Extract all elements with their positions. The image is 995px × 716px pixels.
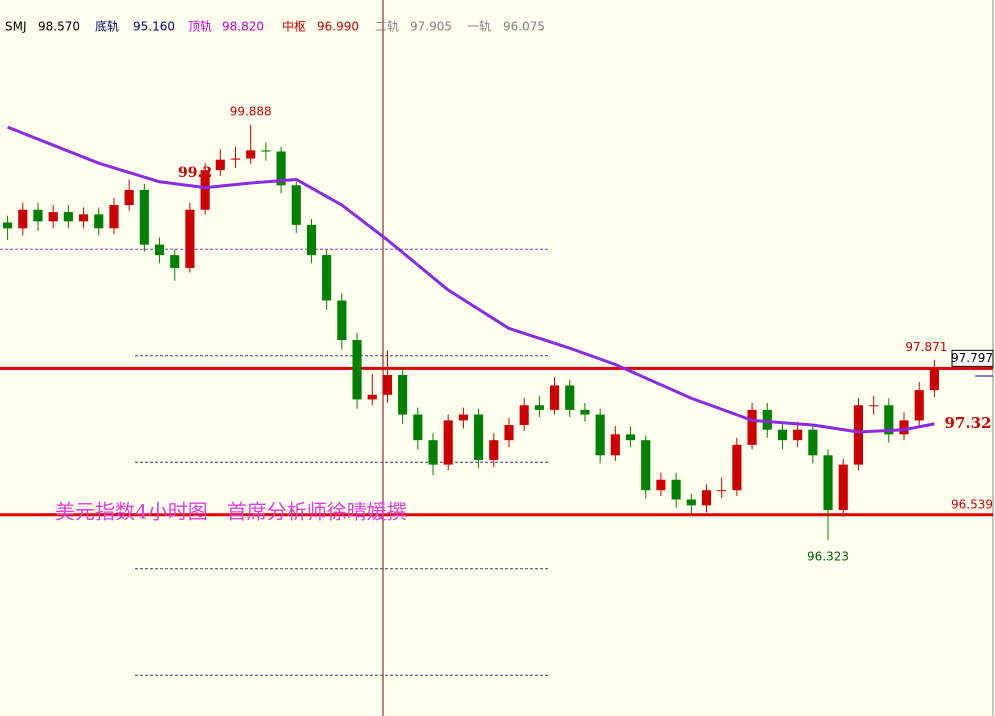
header-value: 96.990: [317, 20, 359, 34]
header-label: 二轨: [375, 20, 399, 34]
partial-label: 99.2: [178, 165, 212, 181]
header-value: 97.905: [410, 20, 452, 34]
candle-body: [793, 429, 803, 441]
candle-body: [504, 425, 514, 441]
high-label: 97.871: [905, 340, 947, 354]
header-value: 98.820: [222, 20, 264, 34]
candle-body: [154, 244, 165, 256]
candle-body: [656, 479, 666, 491]
candle-body: [595, 414, 605, 456]
candle-body: [291, 185, 301, 225]
candle-body: [625, 434, 636, 441]
candle-body: [276, 151, 286, 186]
header-label: 顶轨: [188, 20, 212, 34]
low-label: 96.323: [807, 549, 849, 563]
candle-body: [215, 159, 225, 171]
candle-body: [838, 464, 848, 510]
candle-body: [884, 405, 894, 435]
header-value: 98.570: [38, 20, 80, 34]
candle-body: [732, 444, 742, 491]
price-box: [951, 349, 994, 367]
candle-body: [853, 405, 863, 465]
candle-body: [63, 212, 73, 222]
candle-body: [48, 212, 58, 222]
line-label: 96.539: [951, 497, 993, 511]
candle-body: [686, 499, 696, 506]
header-label: 一轨: [467, 20, 491, 34]
candle-body: [352, 340, 362, 400]
candle-body: [261, 150, 271, 152]
candle-body: [124, 189, 134, 206]
candle-body: [109, 205, 119, 229]
candle-body: [747, 409, 757, 445]
current-price: 97.797: [951, 351, 993, 365]
candle-body: [777, 429, 788, 441]
candle-body: [762, 409, 772, 430]
candle-body: [79, 214, 89, 222]
candle-body: [717, 490, 727, 492]
candle-body: [914, 390, 924, 421]
candle-body: [3, 222, 13, 229]
header-value: 95.160: [133, 20, 175, 34]
candle-body: [413, 414, 423, 441]
candle-body: [18, 209, 28, 229]
high-label: 99.888: [230, 104, 272, 118]
candle-body: [550, 385, 560, 410]
candle-body: [170, 255, 180, 268]
candle-body: [565, 385, 575, 410]
candle-body: [443, 420, 453, 465]
header-label: 中枢: [282, 19, 306, 34]
candle-body: [671, 479, 681, 500]
candle-body: [580, 409, 590, 415]
candle-body: [382, 374, 392, 395]
candle-body: [534, 405, 544, 410]
candle-body: [519, 405, 529, 426]
moving-average: [7, 125, 935, 434]
candle-body: [246, 150, 256, 159]
candle-body: [489, 440, 499, 460]
candle-body: [139, 189, 149, 245]
candle-body: [367, 394, 377, 400]
candle-body: [929, 368, 939, 391]
candle-body: [610, 434, 620, 456]
candle-body: [398, 374, 408, 415]
ma-label: 97.32: [945, 414, 992, 432]
candle-body: [306, 224, 317, 256]
candle-body: [428, 440, 438, 465]
candle-body: [474, 414, 484, 460]
candle-body: [808, 429, 818, 456]
candle-body: [200, 170, 210, 210]
candle-body: [185, 209, 195, 268]
candle-body: [869, 405, 879, 407]
candle-body: [641, 440, 651, 491]
candle-body: [458, 414, 468, 421]
header-label: 底轨: [95, 19, 119, 34]
header-value: 96.075: [503, 20, 545, 34]
candle-body: [94, 214, 104, 229]
candle-body: [899, 420, 909, 435]
candle-body: [701, 490, 712, 506]
header-label: SMJ: [5, 20, 27, 34]
caption: 美元指数4小时图 首席分析师徐晴媛撰: [55, 500, 407, 524]
candle-body: [823, 455, 833, 510]
candle-body: [322, 255, 332, 301]
candle-body: [337, 300, 347, 341]
candle-body: [33, 209, 43, 222]
candle-body: [230, 158, 241, 160]
